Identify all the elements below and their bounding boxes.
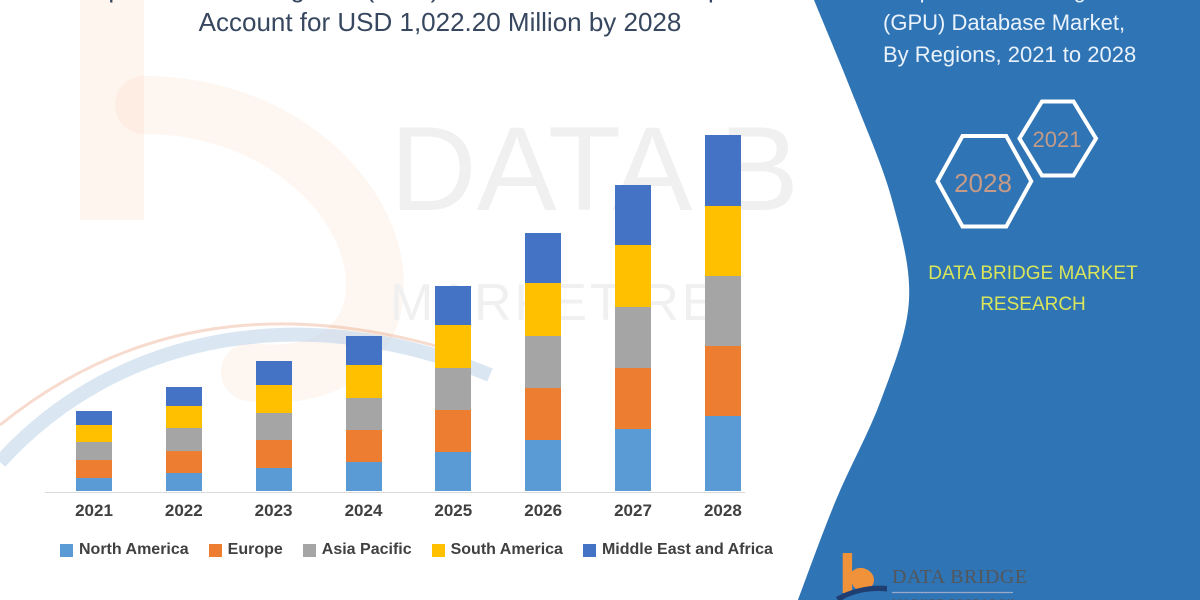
svg-text:DATA BRIDGE: DATA BRIDGE — [892, 566, 1028, 588]
